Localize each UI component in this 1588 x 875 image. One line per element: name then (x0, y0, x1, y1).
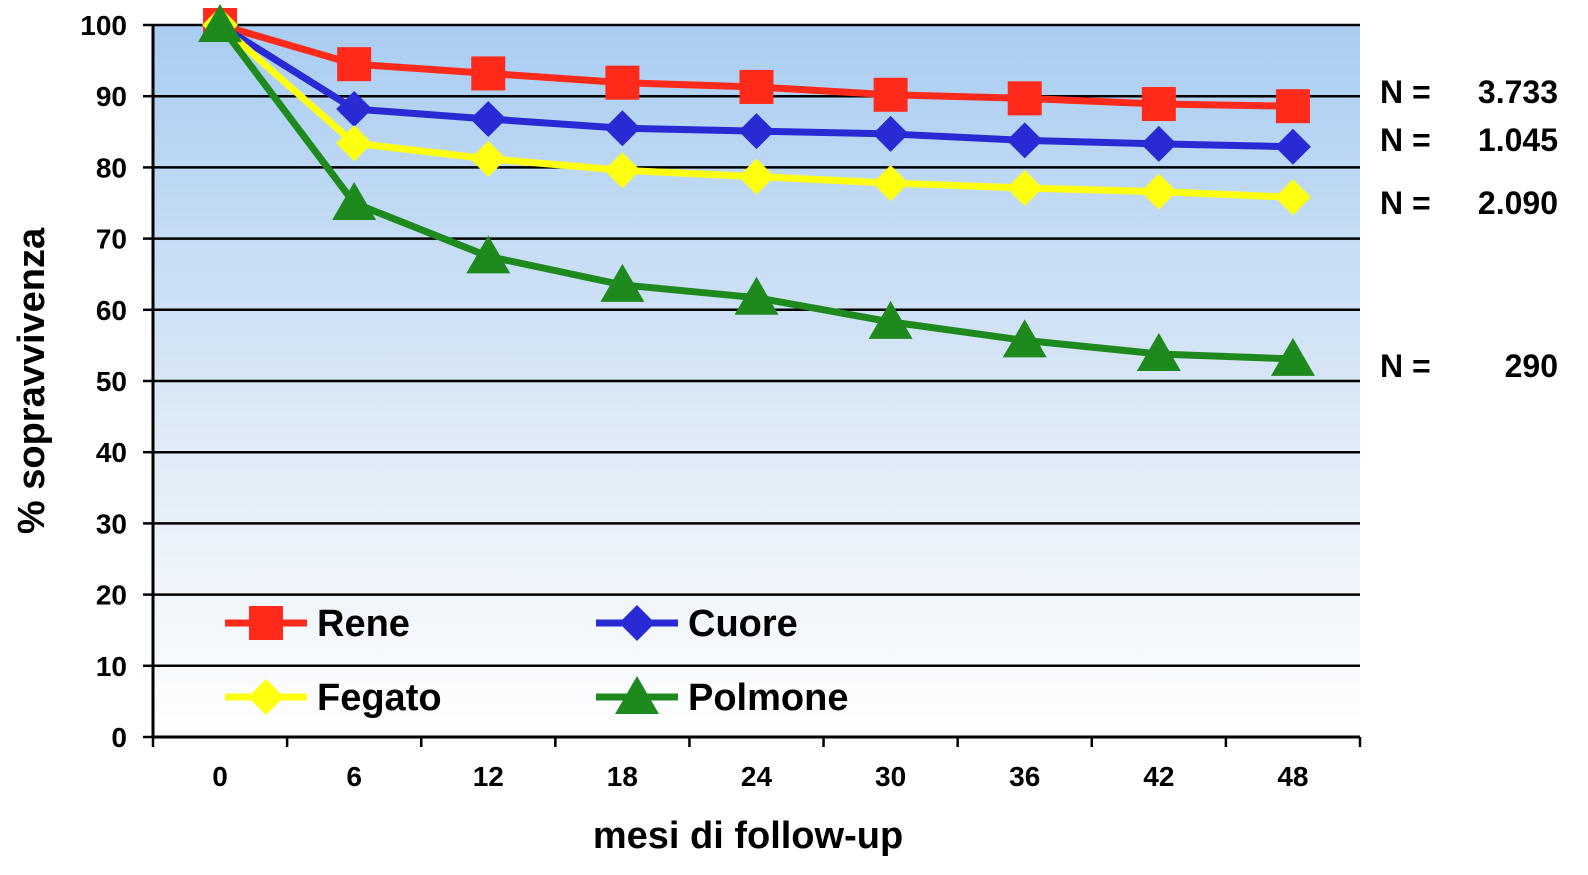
data-point (738, 113, 775, 150)
n-annotation-value: 2.090 (1478, 185, 1558, 221)
y-tick-label: 70 (96, 224, 127, 255)
y-tick-label: 40 (96, 437, 127, 468)
legend-label: Polmone (688, 677, 848, 719)
data-point (739, 69, 774, 104)
x-tick-label: 36 (1009, 761, 1040, 792)
n-annotation-label: N = (1380, 122, 1431, 158)
data-point (466, 235, 511, 274)
x-tick-label: 42 (1143, 761, 1174, 792)
y-tick-label: 10 (96, 651, 127, 682)
data-point (337, 47, 372, 82)
y-tick-label: 50 (96, 366, 127, 397)
data-point (1006, 122, 1043, 159)
y-tick-labels: 0 10 20 30 40 50 60 70 80 90 100 (80, 10, 127, 753)
n-annotation: N = 290 (1380, 348, 1558, 384)
data-point (872, 115, 909, 152)
x-tick-label: 12 (473, 761, 504, 792)
n-annotation-value: 1.045 (1478, 122, 1558, 158)
data-point (868, 300, 913, 339)
data-point (1140, 173, 1177, 210)
axes (143, 23, 1362, 747)
series-polmone (198, 4, 1315, 376)
legend-label: Cuore (688, 603, 798, 645)
x-tick-labels: 0 6 12 18 24 30 36 42 48 (212, 761, 1308, 792)
data-point (1270, 337, 1315, 376)
data-point (872, 165, 909, 202)
y-tick-label: 80 (96, 152, 127, 183)
y-tick-label: 100 (80, 10, 127, 41)
x-axis-label: mesi di follow-up (593, 815, 903, 857)
legend-item-polmone: Polmone (596, 676, 848, 719)
series-fegato (202, 7, 1311, 216)
data-point (1274, 128, 1311, 165)
x-tick-label: 18 (607, 761, 638, 792)
data-point (604, 152, 641, 189)
data-point (1002, 319, 1047, 358)
data-point (1140, 125, 1177, 162)
data-point (873, 77, 908, 112)
data-point (734, 276, 779, 315)
data-point (336, 91, 373, 128)
y-tick-label: 30 (96, 508, 127, 539)
y-tick-label: 60 (96, 295, 127, 326)
legend-item-rene: Rene (225, 603, 410, 645)
data-point (738, 158, 775, 195)
legend-item-cuore: Cuore (596, 603, 798, 645)
n-annotation: N = 2.090 (1380, 185, 1558, 221)
data-point (470, 140, 507, 177)
data-point (336, 125, 373, 162)
data-point (470, 100, 507, 137)
data-point (604, 110, 641, 147)
n-annotations: N = 3.733 N = 1.045 N = 2.090 N = 290 (1380, 74, 1558, 384)
data-point (600, 263, 645, 302)
series-cuore (202, 7, 1311, 165)
y-tick-label: 20 (96, 580, 127, 611)
y-tick-label: 90 (96, 81, 127, 112)
legend-item-fegato: Fegato (225, 677, 442, 719)
legend-swatch-marker (249, 606, 283, 640)
data-point (1275, 89, 1310, 124)
data-point (471, 56, 506, 91)
n-annotation: N = 1.045 (1380, 122, 1558, 158)
data-point (605, 65, 640, 100)
data-point (332, 182, 377, 220)
y-tick-label: 0 (111, 722, 127, 753)
n-annotation-label: N = (1380, 74, 1431, 110)
data-point (1007, 81, 1042, 116)
y-axis-label: % sopravvivenza (11, 227, 53, 534)
legend-swatch-marker (248, 679, 284, 715)
legend-swatch-marker (615, 676, 659, 714)
n-annotation-label: N = (1380, 348, 1431, 384)
x-tick-label: 24 (741, 761, 773, 792)
data-point (1274, 179, 1311, 216)
n-annotation-label: N = (1380, 185, 1431, 221)
n-annotation: N = 3.733 (1380, 74, 1558, 110)
x-tick-label: 48 (1277, 761, 1308, 792)
legend-swatch-marker (619, 605, 655, 641)
legend-label: Fegato (317, 677, 442, 719)
data-point (1141, 87, 1176, 122)
x-tick-label: 6 (346, 761, 362, 792)
n-annotation-value: 3.733 (1478, 74, 1558, 110)
x-tick-label: 30 (875, 761, 906, 792)
data-point (198, 4, 243, 42)
data-point (1006, 170, 1043, 207)
data-point (1136, 332, 1181, 371)
x-tick-label: 0 (212, 761, 228, 792)
n-annotation-value: 290 (1505, 348, 1558, 384)
series-layer (198, 4, 1315, 376)
legend: Rene Cuore Fegato Polmone (225, 603, 848, 719)
legend-label: Rene (317, 603, 410, 645)
